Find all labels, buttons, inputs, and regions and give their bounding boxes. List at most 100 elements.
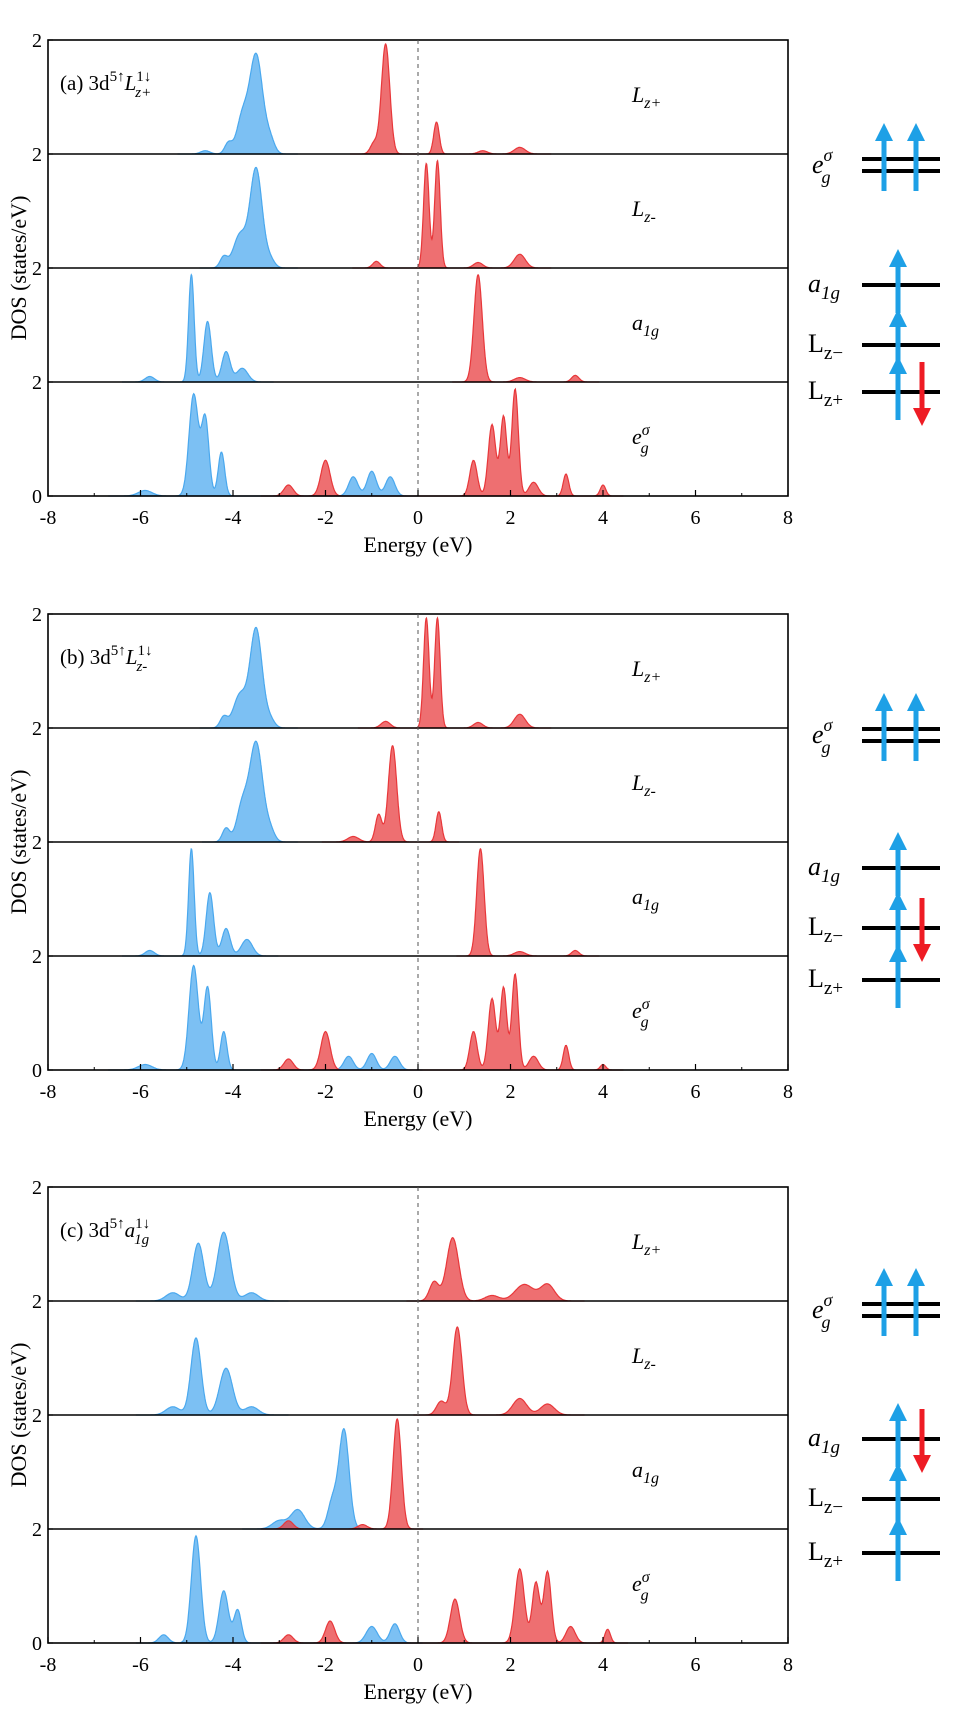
x-tick-label: -4 [225,1654,242,1676]
level-symbol: a [808,269,821,298]
orbital-sub: z- [643,783,656,800]
spin-up-dos-0-3 [108,392,418,497]
subpanel-2-0: Lz+ [135,1229,661,1302]
subpanel-1-2: a1g [122,847,659,957]
spin-down-arrow-icon [913,1409,931,1473]
level-sub: z− [824,343,843,364]
spin-down-dos-0-3 [260,387,624,497]
y-tick-label: 2 [32,1177,42,1199]
orbital-label-2-3: eσ g [632,1569,651,1604]
x-tick-label: -2 [317,1654,334,1676]
spin-down-arrow-icon [913,898,931,962]
x-tick-label: 8 [783,507,793,529]
x-tick-label: -4 [225,507,242,529]
x-tick-label: 2 [506,1654,516,1676]
orbital-sub: z+ [643,669,661,686]
config-sub: 1g [134,1232,150,1248]
orbital-label-0-1: Lz- [631,196,656,226]
spin-up-arrow-icon [889,1517,907,1581]
panel-label: (a) 3d [60,71,110,95]
level-symbol: L [808,376,824,405]
level-sub: 1g [821,866,840,887]
x-tick-label: 8 [783,1654,793,1676]
level-symbol: L [808,1483,824,1512]
x-axis-label: Energy (eV) [364,1106,473,1131]
panel-label: (c) 3d [60,1218,110,1242]
spin-up-arrow-icon [889,892,907,956]
level-sup: σ [824,145,834,165]
spin-down-dos-1-2 [456,847,600,957]
spin-up-arrow-icon [889,832,907,896]
level-2-2: Lz− [808,1463,940,1527]
x-tick-label: -6 [132,1081,149,1103]
x-tick-label: -8 [40,1081,57,1103]
level-sub: z+ [824,1551,843,1572]
config-sub: z+ [134,85,151,101]
orbital-label-0-3: eσ g [632,422,651,457]
level-2-0: eσ g [812,1268,940,1336]
x-tick-label: -4 [225,1081,242,1103]
spin-up-arrow-icon [889,1403,907,1467]
orbital-label-1-3: eσ g [632,996,651,1031]
y-tick-label: 2 [32,30,42,52]
orbital-symbol: e [632,998,642,1023]
level-sub: z+ [824,978,843,999]
level-label: Lz− [808,1483,843,1518]
subpanel-1-0: Lz+ [199,616,661,729]
spin-up-dos-0-1 [199,166,298,269]
subpanel-2-2: a1g [242,1418,659,1530]
spin-down-dos-1-3 [260,972,624,1071]
config-orbsup: 1↓ [135,1216,150,1232]
orbital-label-2-0: Lz+ [631,1229,661,1259]
spin-up-dos-1-2 [122,848,279,957]
level-0-3: Lz+ [808,356,940,426]
spin-down-dos-0-2 [452,273,600,383]
y-axis-label: DOS (states/eV) [6,770,31,915]
orbital-symbol: L [631,1343,644,1368]
level-sup: σ [824,715,834,735]
level-label: a1g [808,269,840,304]
panel-title: (a) 3d5↑L1↓ z+ [60,69,151,101]
spin-up-dos-1-1 [202,740,298,843]
y-tick-label: 2 [32,832,42,854]
orbital-sub: 1g [643,323,659,340]
x-tick-label: 8 [783,1081,793,1103]
config-orbital: L [125,645,138,669]
orbital-sub: 1g [643,1470,659,1487]
level-1-1: a1g [808,832,940,896]
level-label: eσ g [812,1290,834,1332]
config-orbital: a [125,1218,136,1242]
spin-up-arrow-icon [889,1463,907,1527]
y-tick-label: 2 [32,258,42,280]
x-axis-label: Energy (eV) [364,532,473,557]
spin-up-dos-2-3 [135,1534,423,1644]
level-0-0: eσ g [812,123,940,191]
y-tick-label: 2 [32,718,42,740]
spin-down-dos-1-1 [321,745,460,843]
level-label: eσ g [812,715,834,757]
level-sub: z− [824,926,843,947]
level-label: Lz− [808,912,843,947]
x-tick-label: 6 [691,1654,701,1676]
level-label: a1g [808,852,840,887]
x-tick-label: 0 [413,1654,423,1676]
level-0-2: Lz− [808,309,940,373]
x-tick-label: 4 [598,507,608,529]
orbital-sub: z- [643,1356,656,1373]
y-tick-label: 2 [32,946,42,968]
x-tick-label: 4 [598,1654,608,1676]
spin-down-arrow-icon [913,362,931,426]
level-1-3: Lz+ [808,944,940,1008]
subpanel-1-3: eσ g [108,964,651,1071]
subpanel-2-3: eσ g [135,1534,651,1644]
spin-down-dos-0-0 [350,43,552,155]
orbital-label-2-1: Lz- [631,1343,656,1373]
spin-down-dos-0-1 [352,159,552,269]
y-tick-label: 2 [32,1405,42,1427]
spin-up-arrow-icon [889,309,907,373]
orbital-label-0-2: a1g [632,310,659,340]
spin-up-arrow-icon [907,1268,925,1336]
y-tick-label: 2 [32,604,42,626]
